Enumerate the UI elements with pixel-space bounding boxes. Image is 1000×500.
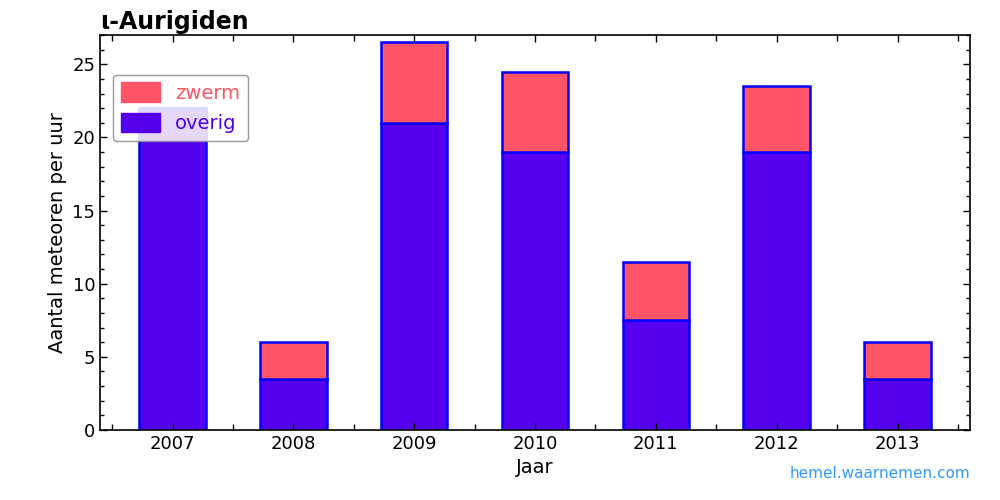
Bar xyxy=(381,123,447,430)
Bar xyxy=(743,152,810,430)
Bar xyxy=(623,320,689,430)
Legend: zwerm, overig: zwerm, overig xyxy=(113,74,248,141)
Bar xyxy=(743,86,810,152)
Bar xyxy=(260,379,327,430)
Text: hemel.waarnemen.com: hemel.waarnemen.com xyxy=(789,466,970,481)
Bar xyxy=(502,152,568,430)
Text: ι-Aurigiden: ι-Aurigiden xyxy=(100,10,249,34)
Bar xyxy=(864,379,931,430)
Bar xyxy=(864,342,931,379)
Bar xyxy=(139,108,206,430)
Bar xyxy=(502,72,568,152)
Bar xyxy=(381,42,447,123)
X-axis label: Jaar: Jaar xyxy=(516,458,554,477)
Bar xyxy=(623,262,689,320)
Y-axis label: Aantal meteoren per uur: Aantal meteoren per uur xyxy=(48,112,67,353)
Bar xyxy=(260,342,327,379)
